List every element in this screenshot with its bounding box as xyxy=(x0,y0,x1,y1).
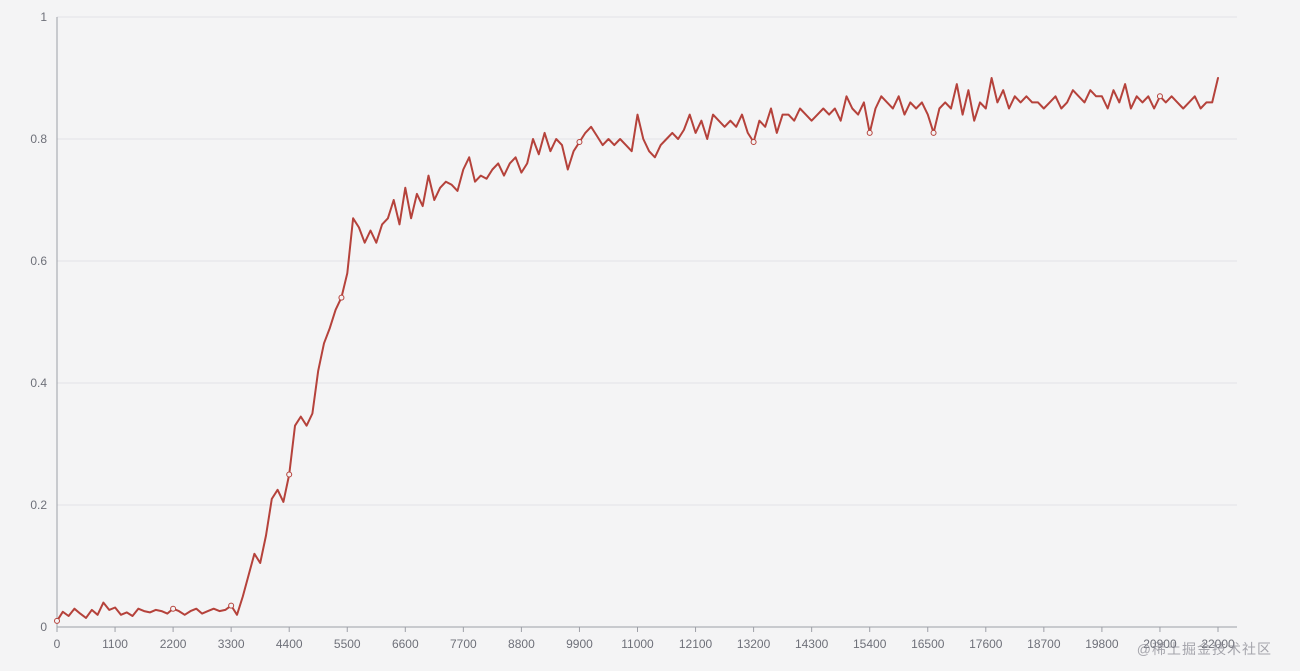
y-tick-label: 0.6 xyxy=(30,254,47,268)
series-line[interactable] xyxy=(56,77,1219,622)
x-tick-label: 9900 xyxy=(566,637,593,651)
data-point-marker[interactable] xyxy=(750,139,757,146)
data-point-marker[interactable] xyxy=(1156,93,1163,100)
x-tick-label: 2200 xyxy=(160,637,187,651)
y-tick-label: 1 xyxy=(40,10,47,24)
x-tick-label: 12100 xyxy=(679,637,713,651)
data-point-marker[interactable] xyxy=(866,129,873,136)
data-point-marker[interactable] xyxy=(286,471,293,478)
y-tick-label: 0.8 xyxy=(30,132,47,146)
x-tick-label: 8800 xyxy=(508,637,535,651)
data-point-marker[interactable] xyxy=(338,294,345,301)
x-tick-label: 11000 xyxy=(621,637,654,651)
x-tick-label: 3300 xyxy=(218,637,245,651)
x-tick-label: 22000 xyxy=(1201,637,1235,651)
y-tick-label: 0.2 xyxy=(30,498,47,512)
x-tick-label: 5500 xyxy=(334,637,361,651)
x-tick-label: 0 xyxy=(54,637,61,651)
y-tick-label: 0.4 xyxy=(30,376,47,390)
x-tick-label: 18700 xyxy=(1027,637,1061,651)
x-tick-label: 13200 xyxy=(737,637,771,651)
x-tick-label: 20900 xyxy=(1143,637,1177,651)
x-tick-label: 15400 xyxy=(853,637,887,651)
x-tick-label: 14300 xyxy=(795,637,829,651)
x-tick-label: 19800 xyxy=(1085,637,1119,651)
y-tick-label: 0 xyxy=(40,620,47,634)
data-point-marker[interactable] xyxy=(576,139,583,146)
data-point-marker[interactable] xyxy=(930,129,937,136)
x-tick-label: 6600 xyxy=(392,637,419,651)
data-point-marker[interactable] xyxy=(54,617,60,624)
data-point-marker[interactable] xyxy=(170,605,177,612)
x-tick-label: 4400 xyxy=(276,637,303,651)
x-tick-label: 16500 xyxy=(911,637,945,651)
x-tick-label: 17600 xyxy=(969,637,1003,651)
data-point-marker[interactable] xyxy=(228,602,235,609)
x-tick-label: 1100 xyxy=(102,637,128,651)
x-tick-label: 7700 xyxy=(450,637,477,651)
